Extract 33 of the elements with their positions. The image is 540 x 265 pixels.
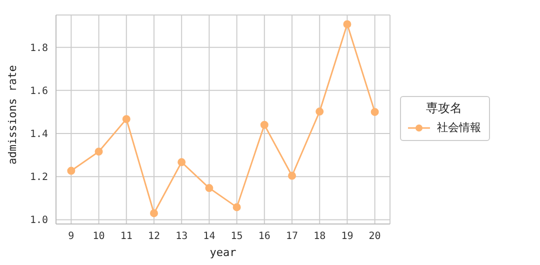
y-tick-label: 1.0	[30, 215, 48, 226]
x-axis-title: year	[210, 246, 237, 259]
x-tick-label: 15	[230, 231, 243, 242]
point	[67, 166, 76, 175]
x-tick-label: 17	[286, 231, 298, 242]
y-tick-label: 1.2	[30, 172, 48, 184]
y-tick-label: 1.6	[30, 86, 48, 97]
point	[343, 20, 352, 28]
x-tick-label: 10	[92, 231, 105, 242]
y-tick-label: 1.4	[30, 129, 48, 140]
y-axis-title: admissions rate	[6, 65, 19, 164]
x-tick-label: 12	[148, 231, 160, 242]
x-tick-label: 13	[176, 231, 188, 242]
x-tick-label: 9	[68, 231, 74, 242]
point	[178, 158, 186, 166]
point	[260, 120, 268, 129]
x-tick-label: 11	[120, 231, 132, 242]
point	[122, 115, 130, 124]
x-tick-label: 20	[368, 231, 381, 242]
point	[370, 108, 379, 116]
x-tick-label: 14	[203, 231, 216, 242]
point	[316, 108, 324, 116]
point	[288, 172, 296, 180]
point	[232, 203, 241, 212]
y-tick-label: 1.8	[30, 42, 48, 54]
point	[205, 184, 214, 192]
x-tick-label: 18	[314, 231, 326, 242]
x-tick-label: 19	[341, 231, 354, 242]
legend-label: 社会情報	[437, 120, 481, 135]
x-tick-label: 16	[258, 231, 270, 242]
point	[94, 148, 103, 156]
point	[150, 209, 158, 218]
legend-title: 専攻名	[425, 100, 463, 117]
